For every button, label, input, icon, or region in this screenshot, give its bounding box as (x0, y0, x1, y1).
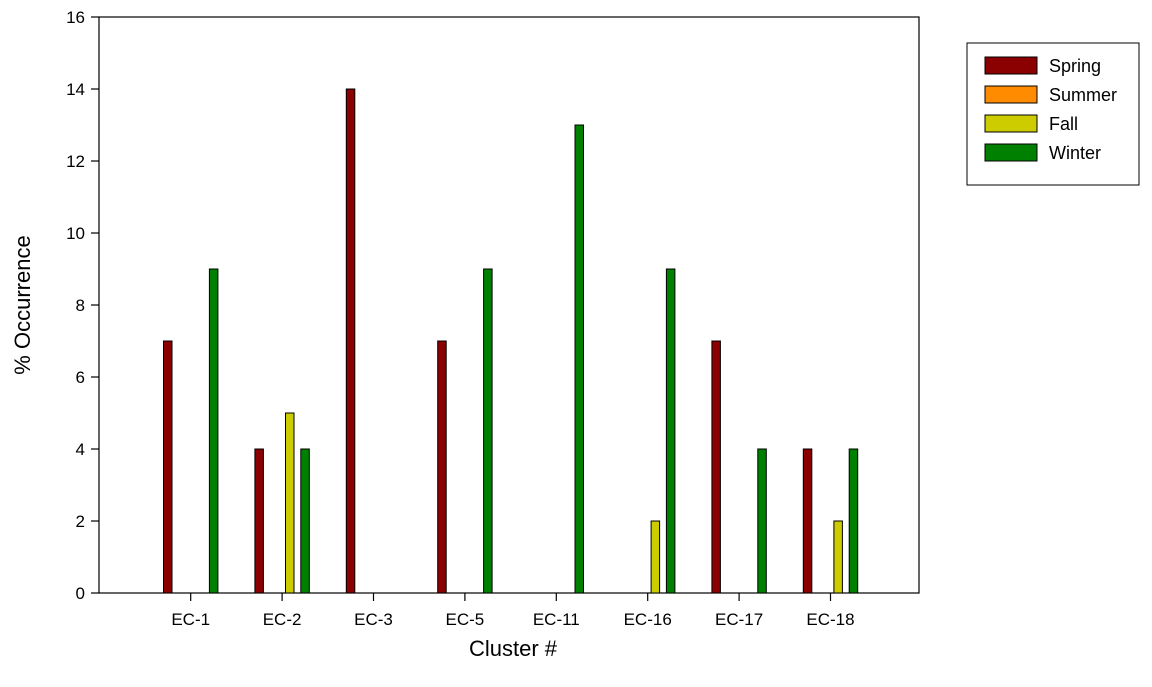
y-tick-label: 16 (66, 8, 85, 27)
x-tick-label: EC-17 (715, 610, 763, 629)
x-tick-label: EC-11 (533, 610, 580, 629)
bar-fall-ec-16 (650, 520, 661, 594)
legend-swatch-spring (984, 56, 1038, 75)
x-tick-label: EC-16 (624, 610, 672, 629)
y-axis-title: % Occurrence (10, 235, 35, 374)
bar-winter-ec-16 (665, 268, 676, 594)
x-axis: EC-1 EC-2 EC-3 EC-5 EC-11 EC-16 EC-17 EC-18 (171, 593, 855, 629)
y-tick-label: 8 (76, 296, 85, 315)
x-axis-title: Cluster # (469, 636, 558, 661)
legend-label-summer: Summer (1049, 85, 1117, 105)
legend-swatch-fall (984, 114, 1038, 133)
y-tick-label: 2 (76, 512, 85, 531)
x-tick-label: EC-5 (446, 610, 485, 629)
legend: Spring Summer Fall Winter (966, 42, 1140, 186)
bar-winter-ec-5 (483, 268, 493, 594)
bar-spring-ec-5 (437, 340, 447, 594)
x-tick-label: EC-18 (806, 610, 854, 629)
bar-winter-ec-2 (300, 448, 310, 594)
x-tick-label: EC-1 (171, 610, 210, 629)
x-tick-label: EC-2 (263, 610, 302, 629)
y-axis: 0 2 4 6 8 10 12 14 16 (66, 8, 99, 603)
y-tick-label: 0 (76, 584, 85, 603)
legend-swatch-winter (984, 143, 1038, 162)
bar-spring-ec-2 (254, 448, 264, 594)
bar-spring-ec-17 (711, 340, 721, 594)
legend-swatch-summer (984, 85, 1038, 104)
plot-frame (98, 16, 920, 594)
bar-spring-ec-1 (163, 340, 173, 594)
x-tick-label: EC-3 (354, 610, 393, 629)
bar-winter-ec-1 (208, 268, 219, 594)
bar-winter-ec-11 (574, 124, 584, 594)
bars-group (163, 88, 859, 594)
y-tick-label: 10 (66, 224, 85, 243)
bar-winter-ec-17 (757, 448, 767, 594)
bar-spring-ec-3 (345, 88, 356, 594)
legend-label-spring: Spring (1049, 56, 1101, 76)
legend-label-fall: Fall (1049, 114, 1078, 134)
y-tick-label: 14 (66, 80, 85, 99)
bar-winter-ec-18 (848, 448, 859, 594)
bar-spring-ec-18 (802, 448, 813, 594)
legend-label-winter: Winter (1049, 143, 1101, 163)
bar-fall-ec-18 (833, 520, 843, 594)
y-tick-label: 6 (76, 368, 85, 387)
bar-fall-ec-2 (285, 412, 295, 594)
y-tick-label: 4 (76, 440, 85, 459)
y-tick-label: 12 (66, 152, 85, 171)
